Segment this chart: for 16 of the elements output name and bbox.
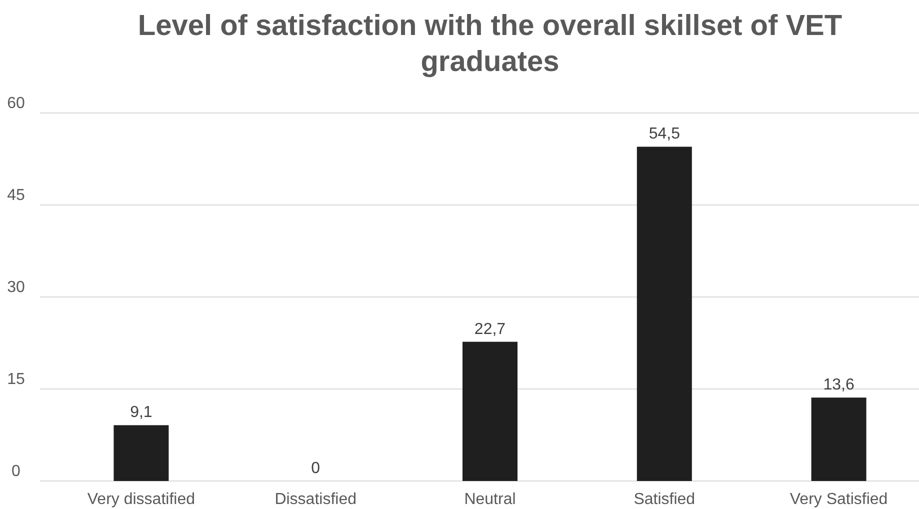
y-tick-label: 15 (7, 371, 25, 388)
data-label: 0 (311, 460, 320, 477)
chart-title: Level of satisfaction with the overall skillset of VET graduates (138, 10, 842, 78)
y-tick-label: 45 (7, 187, 25, 204)
data-label: 22,7 (474, 320, 506, 338)
data-label: 9,1 (130, 404, 152, 422)
data-label: 13,6 (823, 376, 854, 394)
y-tick-label: 30 (7, 279, 25, 296)
x-tick-label: Satisfied (634, 491, 696, 508)
data-label: 54,5 (648, 126, 680, 143)
y-tick-label: 0 (12, 463, 21, 480)
x-tick-label: Very dissatified (87, 491, 196, 508)
y-tick-label: 60 (7, 95, 25, 112)
x-tick-label: Dissatisfied (274, 491, 357, 508)
x-tick-label: Neutral (464, 491, 516, 508)
x-tick-label: Very Satisfied (790, 491, 888, 508)
